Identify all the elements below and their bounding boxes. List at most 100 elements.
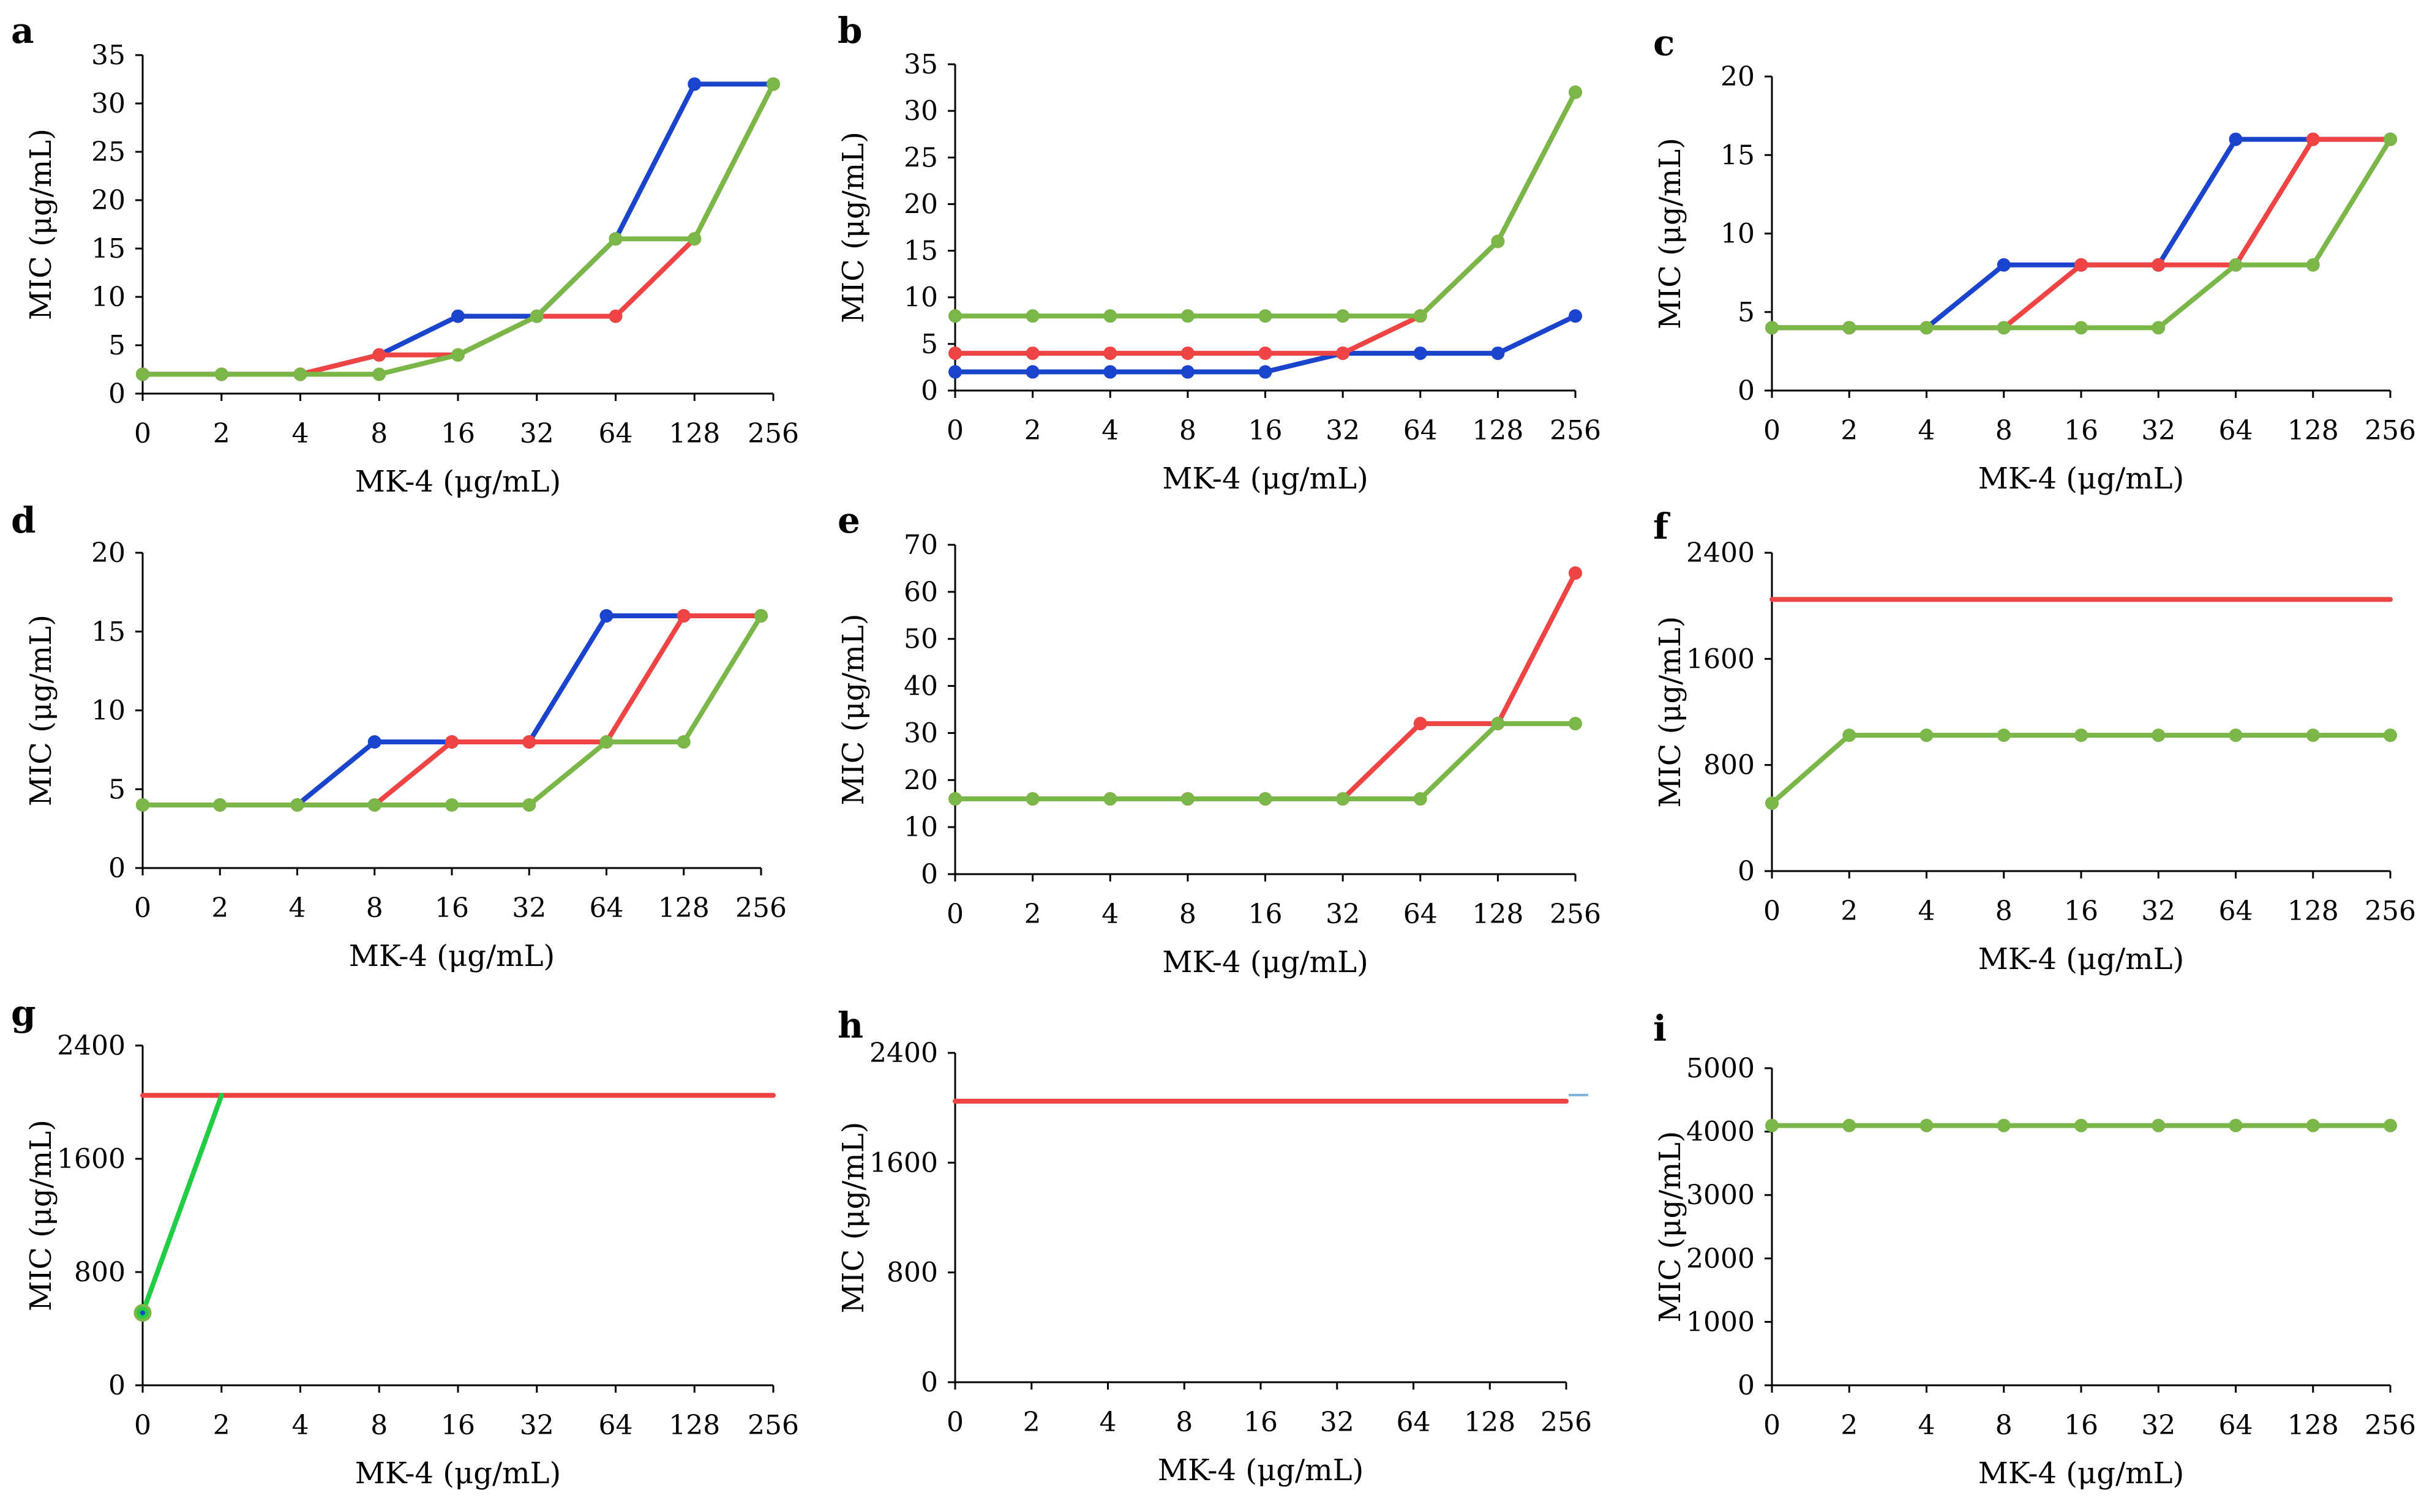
y-axis-title: MIC (μg/mL) (836, 1121, 871, 1313)
data-point-green (2074, 728, 2088, 743)
data-point-green (1180, 792, 1195, 806)
x-axis-title: MK-4 (μg/mL) (1162, 462, 1368, 496)
x-axis-title: MK-4 (μg/mL) (1158, 1453, 1364, 1488)
data-point-green (2306, 728, 2320, 743)
y-axis-title: MIC (μg/mL) (836, 613, 871, 805)
x-tick-label: 16 (1244, 1407, 1278, 1438)
data-point-blue (451, 309, 465, 323)
x-tick-label: 16 (1248, 899, 1283, 930)
x-tick-label: 32 (520, 418, 554, 449)
y-tick-label: 60 (904, 577, 938, 608)
x-tick-label: 16 (2064, 415, 2098, 446)
y-tick-label: 2000 (1686, 1243, 1755, 1274)
data-point-green (2384, 728, 2397, 743)
x-tick-label: 32 (2141, 1410, 2175, 1441)
y-tick-label: 15 (91, 233, 126, 264)
data-point-blue (1180, 365, 1195, 379)
data-point-green (530, 309, 544, 323)
x-tick-label: 128 (1472, 415, 1523, 446)
series-line-bright_green (140, 1093, 224, 1316)
y-tick-label: 2400 (869, 1038, 938, 1069)
x-tick-label: 256 (1550, 899, 1601, 930)
panel-letter: b (838, 10, 863, 51)
data-point-red (1103, 346, 1117, 361)
x-tick-label: 0 (947, 1407, 964, 1438)
x-tick-label: 256 (748, 418, 799, 449)
data-point-green (290, 798, 304, 812)
data-point-green (2152, 728, 2166, 743)
data-point-blue (1258, 365, 1272, 379)
panel-c: c 0 5 10 15 20 0 2 4 8 16 32 64 128 256 MK-4 (μg/mL) MIC… (1653, 22, 2416, 496)
data-point-green (2074, 321, 2088, 335)
x-tick-label: 128 (2287, 415, 2339, 446)
series-line-green (953, 89, 1578, 319)
x-tick-label: 64 (590, 893, 624, 924)
x-tick-label: 8 (1176, 1407, 1193, 1438)
y-tick-label: 5 (108, 774, 126, 805)
x-tick-label: 32 (1326, 415, 1360, 446)
data-point-green (367, 798, 381, 812)
panel-a: a 0 5 10 15 20 25 30 35 0 2 4 8 16 32 64 128 256 MK-4 (μg/… (11, 10, 799, 499)
x-tick-label: 8 (1179, 415, 1196, 446)
data-point-green (2229, 258, 2243, 272)
data-point-green (1765, 796, 1779, 810)
x-tick-label: 64 (1403, 899, 1438, 930)
data-point-red (372, 348, 386, 362)
data-point-green (1103, 792, 1117, 806)
x-tick-label: 8 (1995, 896, 2013, 927)
x-tick-label: 4 (1918, 415, 1935, 446)
x-tick-label: 16 (435, 893, 469, 924)
x-tick-label: 4 (1918, 1410, 1935, 1441)
data-point-blue (1997, 258, 2011, 272)
x-axis-title: MK-4 (μg/mL) (1978, 942, 2184, 976)
data-point-red (1180, 346, 1195, 361)
data-point-green (293, 367, 307, 381)
data-point-blue (1413, 346, 1427, 361)
x-tick-label: 8 (370, 1410, 388, 1441)
y-tick-label: 35 (91, 40, 126, 71)
y-tick-label: 0 (108, 378, 126, 410)
data-point-green (609, 232, 623, 246)
x-tick-label: 128 (2287, 896, 2339, 927)
panel-letter: c (1653, 22, 1675, 64)
y-tick-label: 1600 (1686, 643, 1755, 675)
data-point-green (1336, 792, 1350, 806)
x-tick-label: 128 (669, 418, 720, 449)
data-point-green (2384, 132, 2397, 146)
panel-letter: a (11, 10, 34, 51)
data-point-red (948, 346, 962, 361)
x-tick-label: 4 (1100, 1407, 1117, 1438)
data-point-green (1491, 717, 1505, 731)
data-point-green (1491, 234, 1505, 249)
data-point-green (677, 735, 691, 749)
panel-h: h 0 800 1600 2400 0 2 4 8 16 32 64 128 256 MK-4 (μg/mL… (836, 1005, 1592, 1488)
data-point-green (1336, 309, 1350, 323)
data-point-green (2229, 1118, 2243, 1132)
data-point-red (1569, 566, 1582, 580)
y-tick-label: 10 (91, 695, 126, 727)
y-tick-label: 3000 (1686, 1180, 1755, 1211)
y-tick-label: 35 (904, 49, 938, 80)
x-tick-label: 2 (211, 893, 228, 924)
data-point-green (372, 367, 386, 381)
x-tick-label: 128 (1472, 899, 1523, 930)
y-tick-label: 0 (921, 859, 938, 890)
data-point-blue (2229, 132, 2243, 146)
panel-letter: i (1653, 1008, 1667, 1049)
data-point-green (1919, 1118, 1934, 1132)
y-tick-label: 20 (91, 185, 126, 216)
data-point-blue (367, 735, 381, 749)
series-line-blue (953, 313, 1578, 375)
y-tick-label: 0 (108, 853, 126, 884)
x-tick-label: 128 (1464, 1407, 1515, 1438)
data-point-red (609, 309, 623, 323)
y-tick-label: 10 (904, 282, 938, 313)
x-tick-label: 32 (1326, 899, 1360, 930)
x-tick-label: 32 (2141, 415, 2175, 446)
y-tick-label: 15 (1720, 140, 1755, 171)
y-tick-label: 0 (1738, 1370, 1755, 1401)
data-point-red (677, 609, 691, 623)
y-tick-label: 30 (904, 717, 938, 749)
panel-letter: f (1653, 506, 1671, 547)
y-tick-label: 20 (904, 765, 938, 796)
